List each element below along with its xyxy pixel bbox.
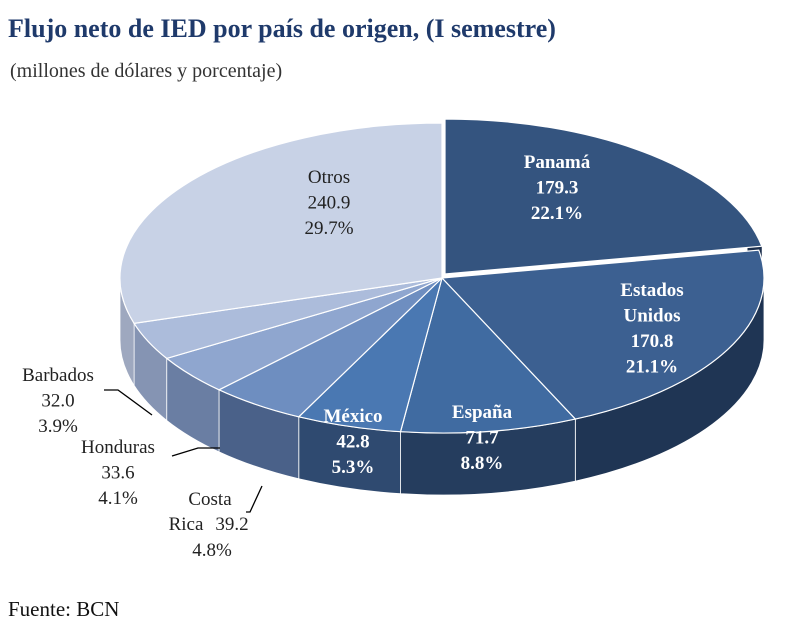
pie-tops (119, 118, 765, 434)
slice-percent: 22.1% (531, 203, 583, 224)
slice-value: 42.8 (336, 432, 369, 453)
slice-name: España (452, 402, 513, 423)
slice-label-costa-rica: Costa Rica 39.2 4.8% (169, 489, 249, 561)
leader-lines (104, 389, 263, 513)
slice-label-méxico: México 42.8 5.3% (323, 406, 382, 478)
slice-value: 39.2 (215, 514, 248, 535)
slice-name: Costa (188, 489, 232, 510)
slice-value: 170.8 (631, 331, 674, 352)
slice-percent: 3.9% (38, 416, 78, 437)
slice-percent: 21.1% (626, 357, 678, 378)
slice-name: México (323, 406, 382, 427)
slice-value: 32.0 (41, 391, 74, 412)
leader-line-honduras (171, 447, 220, 457)
slice-label-honduras: Honduras 33.6 4.1% (81, 437, 155, 509)
slice-value: 179.3 (536, 178, 579, 199)
slice-percent: 8.8% (461, 453, 504, 474)
slice-label-panamá: Panamá 179.3 22.1% (524, 152, 591, 224)
slice-labels: Panamá179.322.1%EstadosUnidos170.821.1%E… (22, 152, 684, 561)
slice-label-barbados: Barbados 32.0 3.9% (22, 365, 94, 437)
slice-name: Rica (169, 514, 204, 535)
slice-otros (119, 122, 443, 325)
slice-name: Unidos (623, 306, 680, 327)
slice-label-españa: España 71.7 8.8% (452, 402, 513, 474)
slice-value: 240.9 (308, 193, 351, 214)
slice-name: Barbados (22, 365, 94, 386)
slice-name: Honduras (81, 437, 155, 458)
slice-value: 33.6 (101, 463, 134, 484)
slice-label-otros: Otros 240.9 29.7% (304, 167, 353, 239)
slice-percent: 5.3% (332, 457, 375, 478)
slice-label-estados-unidos: Estados Unidos 170.8 21.1% (620, 280, 683, 378)
slice-panamá (444, 118, 763, 275)
slice-value: 71.7 (465, 428, 499, 449)
slice-name: Estados (620, 280, 683, 301)
source-note: Fuente: BCN (8, 597, 120, 621)
slice-estados-unidos (440, 249, 765, 420)
slice-name: Otros (308, 167, 350, 188)
leader-line-barbados (104, 389, 153, 416)
chart-title: Flujo neto de IED por país de origen, (I… (8, 14, 556, 43)
slice-percent: 4.8% (192, 540, 232, 561)
slice-españa (399, 276, 577, 434)
slice-name: Panamá (524, 152, 591, 173)
slice-percent: 29.7% (304, 218, 353, 239)
chart-subtitle: (millones de dólares y porcentaje) (10, 60, 283, 82)
leader-line-costa-rica (246, 485, 263, 513)
slice-percent: 4.1% (98, 488, 138, 509)
